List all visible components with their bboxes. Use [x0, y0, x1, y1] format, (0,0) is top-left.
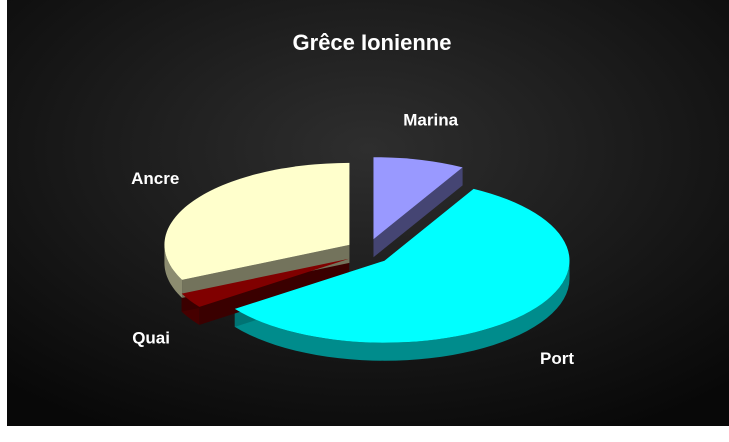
slice-wall	[373, 167, 463, 258]
slice-side	[164, 244, 183, 298]
slice-label: Port	[540, 349, 574, 368]
slice-label: Quai	[132, 328, 170, 347]
slice-label: Marina	[403, 111, 458, 130]
slice-side	[234, 260, 570, 361]
slice	[164, 162, 350, 280]
slice	[234, 188, 570, 343]
slice-wall	[182, 244, 350, 298]
slice-label: Ancre	[131, 169, 179, 188]
slice	[181, 258, 350, 307]
slice	[373, 157, 463, 240]
background	[7, 0, 729, 426]
chart-title: Grêce Ionienne	[293, 30, 452, 55]
